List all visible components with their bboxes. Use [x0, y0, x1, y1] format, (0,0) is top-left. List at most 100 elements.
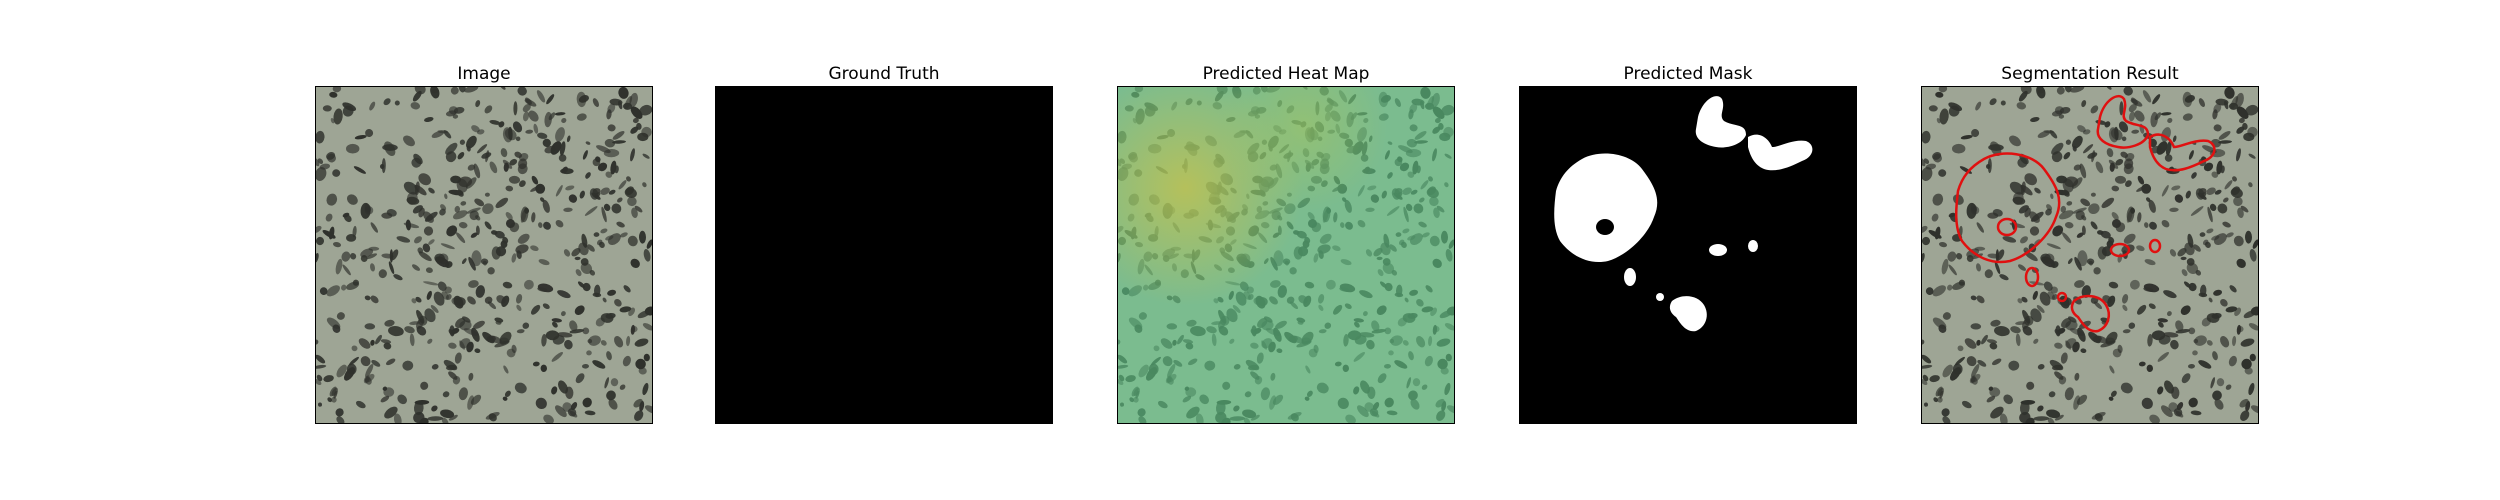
texture-spot: [622, 355, 631, 367]
texture-spot: [584, 206, 598, 216]
texture-spot: [2131, 129, 2140, 134]
texture-spot: [2064, 387, 2074, 401]
texture-spot: [2193, 244, 2201, 252]
texture-spot: [2052, 364, 2063, 371]
texture-spot: [370, 295, 379, 304]
texture-spot: [418, 173, 431, 186]
texture-spot: [425, 267, 433, 274]
texture-spot: [2090, 105, 2099, 114]
texture-spot: [2047, 417, 2055, 423]
texture-spot: [2123, 163, 2134, 175]
texture-spot: [511, 344, 517, 354]
texture-spot: [2069, 328, 2085, 336]
texture-spot: [559, 141, 566, 156]
texture-spot: [396, 236, 411, 243]
texture-spot: [2192, 350, 2198, 356]
texture-spot: [574, 256, 581, 261]
texture-spot: [1925, 287, 1934, 295]
texture-spot: [2015, 321, 2026, 325]
texture-spot: [2211, 171, 2219, 178]
texture-spot: [2161, 405, 2173, 418]
texture-spot: [449, 325, 455, 337]
texture-spot: [2145, 197, 2151, 202]
texture-spot: [487, 301, 497, 310]
texture-spot: [566, 135, 571, 143]
texture-spot: [2095, 335, 2108, 344]
texture-spot: [2059, 295, 2070, 309]
texture-spot: [2017, 298, 2023, 304]
texture-spot: [535, 397, 547, 410]
texture-spot: [587, 244, 595, 252]
texture-spot: [2083, 144, 2094, 154]
texture-spot: [468, 256, 476, 271]
texture-spot: [643, 249, 651, 262]
texture-spot: [2108, 396, 2114, 401]
texture-spot: [595, 156, 601, 163]
texture-spot: [2164, 380, 2174, 394]
texture-spot: [473, 320, 485, 329]
texture-spot: [428, 187, 435, 194]
texture-spot: [1922, 339, 1925, 345]
texture-spot: [329, 91, 338, 98]
texture-spot: [2172, 135, 2177, 143]
texture-spot: [2195, 269, 2202, 276]
texture-spot: [442, 391, 450, 398]
texture-spot: [2067, 258, 2073, 265]
texture-spot: [397, 394, 408, 405]
texture-spot: [580, 258, 589, 266]
texture-spot: [509, 158, 518, 166]
texture-spot: [585, 141, 591, 145]
texture-spot: [364, 295, 371, 301]
texture-spot: [331, 396, 337, 403]
texture-spot: [1976, 295, 1985, 304]
texture-spot: [2252, 239, 2258, 249]
texture-spot: [2134, 110, 2145, 122]
texture-spot: [2063, 152, 2071, 160]
texture-spot: [2128, 103, 2137, 113]
texture-spot: [418, 251, 432, 262]
texture-spot: [2157, 386, 2164, 395]
texture-spot: [427, 416, 443, 421]
texture-spot: [619, 232, 628, 238]
contour-hole: [1996, 217, 2018, 237]
texture-spot: [634, 205, 643, 213]
texture-spot: [533, 123, 539, 134]
texture-spot: [2138, 361, 2146, 367]
texture-spot: [589, 269, 596, 276]
texture-spot: [496, 295, 506, 304]
texture-spot: [316, 379, 322, 386]
texture-spot: [1932, 193, 1944, 206]
texture-spot: [636, 122, 642, 130]
texture-spot: [393, 274, 403, 281]
texture-spot: [563, 207, 573, 213]
texture-spot: [2093, 301, 2103, 310]
texture-spot: [346, 233, 357, 242]
mask-regions: [1554, 96, 1813, 332]
texture-spot: [2016, 102, 2027, 110]
heat-map-hotspot: [1118, 87, 1454, 423]
texture-spot: [2248, 153, 2256, 159]
texture-spot: [346, 143, 360, 154]
texture-spot: [1947, 284, 1953, 291]
texture-spot: [574, 305, 585, 315]
texture-spot: [2062, 232, 2072, 243]
texture-spot: [582, 282, 591, 292]
texture-spot: [1942, 416, 1951, 423]
texture-spot: [608, 398, 618, 410]
texture-spot: [423, 281, 439, 286]
texture-spot: [1994, 326, 2010, 337]
texture-spots: [1922, 87, 2258, 423]
texture-spot: [350, 252, 357, 260]
texture-spot: [618, 87, 629, 99]
texture-spot: [2017, 264, 2027, 271]
texture-spot: [384, 319, 395, 327]
texture-spot: [322, 230, 336, 239]
texture-spot: [335, 258, 343, 275]
texture-spot: [551, 352, 563, 362]
texture-spot: [2137, 175, 2145, 185]
texture-spot: [316, 157, 320, 167]
texture-spot: [2114, 175, 2127, 184]
texture-spot: [600, 340, 607, 346]
texture-spot: [440, 409, 455, 419]
texture-spot: [484, 221, 492, 230]
